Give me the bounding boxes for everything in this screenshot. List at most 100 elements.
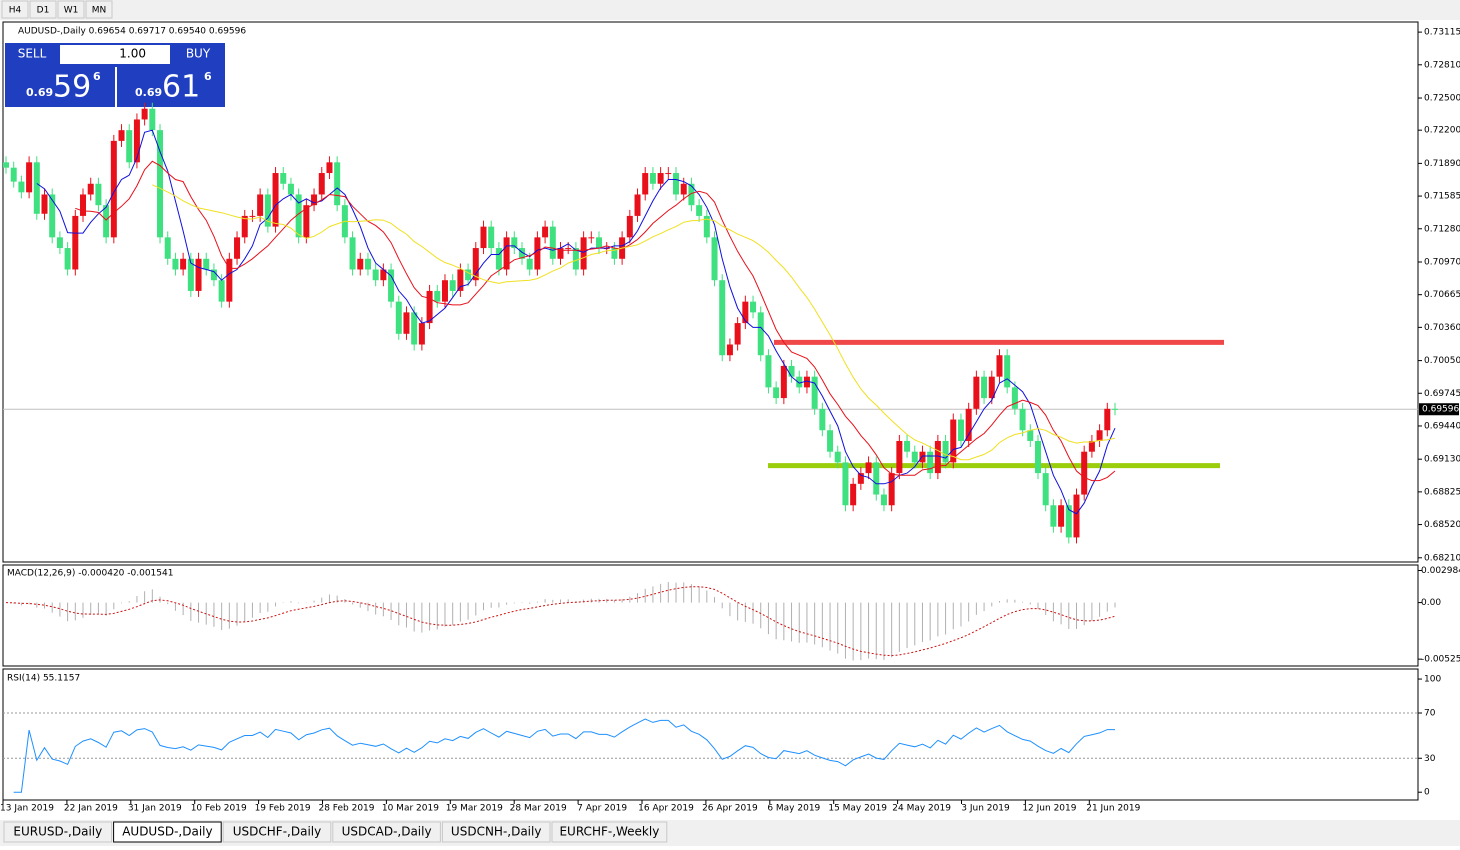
volume[interactable]: 1.00	[119, 47, 146, 61]
symbol-tab-label[interactable]: EURUSD-,Daily	[13, 825, 102, 839]
timeframe-label[interactable]: D1	[37, 6, 50, 16]
date-label: 21 Jun 2019	[1086, 804, 1140, 814]
candle	[226, 258, 233, 302]
candle	[457, 269, 464, 291]
candle	[465, 269, 472, 281]
candle	[480, 226, 487, 249]
candle	[203, 258, 210, 270]
candle	[449, 280, 456, 291]
candle	[80, 194, 87, 216]
sell-button[interactable]: SELL	[18, 47, 47, 61]
moving-average	[75, 160, 1116, 482]
candle	[172, 258, 179, 270]
timeframe-tab[interactable]	[1, 0, 29, 19]
timeframe-tab[interactable]	[85, 0, 113, 19]
timeframe-label[interactable]: W1	[64, 6, 79, 16]
y-tick-label: 0.70050	[1424, 356, 1460, 366]
candle	[996, 355, 1003, 377]
candle	[180, 258, 187, 270]
date-label: 3 Jun 2019	[961, 804, 1010, 814]
candle	[626, 215, 633, 238]
candle	[110, 140, 117, 238]
symbol-tab[interactable]	[113, 821, 222, 843]
candle	[3, 162, 9, 168]
candle	[750, 301, 757, 313]
toolbar	[0, 0, 1460, 20]
candle	[703, 215, 710, 238]
y-tick-label: 0.73115	[1424, 28, 1460, 38]
candle	[1065, 505, 1072, 538]
volume-field[interactable]	[60, 45, 170, 64]
symbol-tab[interactable]	[551, 821, 668, 843]
symbol-tab[interactable]	[3, 821, 113, 843]
candle	[334, 162, 341, 206]
candle	[472, 248, 479, 281]
candle	[665, 173, 672, 175]
y-tick-label: 0.68825	[1424, 487, 1460, 497]
candle	[1004, 355, 1011, 388]
candle	[495, 248, 502, 270]
candle	[973, 376, 980, 409]
candle	[133, 119, 140, 163]
candle	[773, 387, 780, 399]
candle	[411, 312, 418, 345]
candle	[896, 440, 903, 474]
candle	[734, 323, 741, 345]
symbol-tab-label[interactable]: EURCHF-,Weekly	[559, 825, 659, 839]
candle	[95, 183, 102, 206]
candle	[26, 162, 33, 193]
candle	[141, 108, 148, 120]
symbol-tab-label[interactable]: USDCNH-,Daily	[451, 825, 542, 839]
candle	[673, 173, 680, 195]
candle	[64, 248, 71, 270]
symbol-tab-label[interactable]: USDCAD-,Daily	[342, 825, 432, 839]
buy-button[interactable]: BUY	[186, 47, 211, 61]
macd-label: MACD(12,26,9) -0.000420 -0.001541	[7, 569, 173, 579]
symbol-tab-label[interactable]: USDCHF-,Daily	[233, 825, 321, 839]
candle	[164, 237, 171, 259]
symbol-tab[interactable]	[332, 821, 441, 843]
symbol-tab-label[interactable]: AUDUSD-,Daily	[122, 825, 212, 839]
timeframe-label[interactable]: MN	[92, 6, 107, 16]
candle	[441, 280, 448, 302]
candle	[811, 376, 818, 409]
y-tick-label: 0.72500	[1424, 94, 1460, 104]
y-tick-label: 0.70970	[1424, 257, 1460, 267]
candle	[680, 183, 687, 195]
candle	[865, 462, 872, 474]
date-label: 19 Feb 2019	[255, 804, 311, 814]
candle	[1011, 387, 1018, 409]
candle	[1019, 408, 1026, 431]
timeframe-label[interactable]: H4	[9, 6, 22, 16]
candle	[210, 269, 217, 281]
y-tick-label: 0.71280	[1424, 224, 1460, 234]
candle	[834, 451, 841, 463]
candle	[395, 301, 402, 334]
price-panel	[2, 21, 1419, 563]
y-tick-label: 0.69745	[1424, 389, 1460, 399]
candle	[857, 473, 864, 484]
candle	[349, 237, 356, 270]
candle	[372, 269, 379, 281]
candle	[565, 248, 572, 250]
candle	[434, 290, 441, 302]
candle	[765, 355, 772, 388]
candle	[611, 248, 618, 259]
candle	[218, 280, 225, 302]
candle	[87, 183, 94, 195]
candle	[696, 205, 703, 216]
candle	[403, 312, 410, 334]
rsi-tick-label: 70	[1424, 709, 1436, 719]
candle	[596, 237, 603, 249]
candle	[526, 258, 533, 270]
macd-tick-label: 0.002984	[1421, 566, 1460, 576]
candle	[195, 258, 202, 291]
symbol-tab[interactable]	[441, 821, 551, 843]
timeframe-tab[interactable]	[29, 0, 57, 19]
candle	[549, 226, 556, 259]
symbol-tab[interactable]	[222, 821, 332, 843]
timeframe-tab[interactable]	[57, 0, 85, 19]
candle	[126, 130, 133, 163]
candle	[364, 258, 371, 270]
macd-signal	[5, 586, 1116, 657]
